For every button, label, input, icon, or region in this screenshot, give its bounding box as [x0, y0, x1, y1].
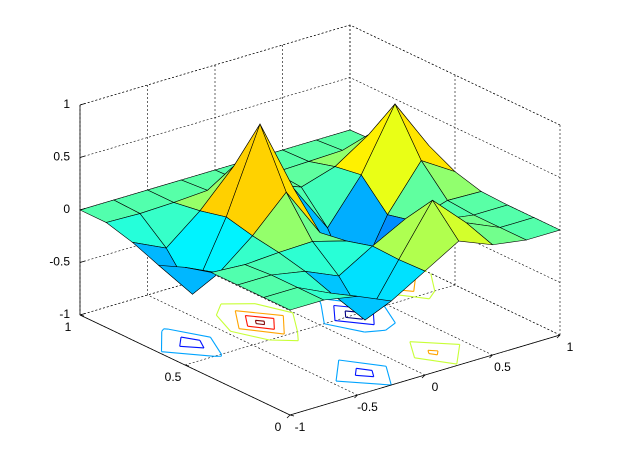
contour-line [292, 312, 299, 332]
contour-line [247, 325, 275, 330]
contour-line [244, 315, 249, 327]
contour-line [409, 341, 460, 345]
contour-line [239, 328, 285, 335]
contour-line [414, 296, 430, 300]
z-tick-label: 0.5 [53, 150, 70, 164]
grid-line [147, 294, 358, 396]
contour-line [256, 323, 265, 326]
contour-line [356, 367, 373, 371]
contour-line [296, 331, 299, 341]
contour-line [383, 305, 396, 324]
contour-line [235, 310, 284, 317]
y-tick-label: 0 [275, 420, 282, 434]
contour-line [428, 290, 436, 300]
contour-line [333, 305, 336, 321]
z-tick-label: -1 [59, 307, 70, 321]
contour-line [345, 316, 363, 320]
z-tick-label: 0 [63, 202, 70, 216]
contour-line [209, 336, 222, 355]
z-tick [79, 260, 86, 263]
contour-line [199, 340, 205, 349]
contour-line [168, 328, 211, 338]
contour-line [269, 339, 299, 342]
contour-line [255, 319, 265, 322]
x-tick [556, 334, 561, 339]
contour-line [428, 353, 438, 356]
surface-patch [262, 287, 325, 311]
z-tick [79, 155, 86, 158]
box-edge [349, 24, 561, 126]
contour-line [230, 330, 270, 341]
contour-line [179, 336, 182, 347]
z-tick-label: -0.5 [49, 255, 70, 269]
z-tick [79, 313, 86, 316]
contour-line [273, 318, 275, 330]
contour-line [414, 357, 457, 365]
z-tick-label: 1 [63, 97, 70, 111]
contour-line [427, 349, 438, 352]
contour-line [385, 366, 392, 386]
x-tick [421, 374, 426, 379]
y-tick [184, 364, 190, 367]
z-tick [79, 208, 86, 211]
contour-line [338, 359, 387, 367]
x-tick-label: 0.5 [494, 360, 511, 374]
contour-line [430, 273, 436, 292]
contour-line [354, 368, 357, 376]
contour-line [385, 322, 396, 331]
contour-line [254, 303, 293, 314]
contour-line [282, 315, 285, 335]
x-tick-label: 1 [567, 340, 574, 354]
contour-line [161, 328, 165, 332]
contour-line [320, 304, 325, 324]
contour-line [334, 320, 375, 326]
contour-line [456, 344, 461, 365]
x-tick-label: -1 [295, 420, 306, 434]
contour-line [324, 323, 365, 333]
y-tick-label: 0.5 [165, 370, 182, 384]
contour-line [215, 303, 222, 316]
x-tick [286, 414, 291, 419]
contour-line [355, 374, 374, 378]
x-tick [354, 394, 358, 399]
y-tick-label: 1 [65, 320, 72, 334]
contour-line [215, 314, 231, 332]
contour-line [371, 370, 375, 377]
contour-line [336, 380, 392, 386]
contour-line [409, 341, 416, 358]
contour-line [344, 310, 347, 318]
contour-line [364, 329, 386, 333]
grid-line [184, 284, 456, 366]
contour-line [335, 359, 340, 382]
contour-line [436, 350, 439, 355]
contour-line [234, 310, 240, 329]
contour-line [161, 351, 215, 357]
box-edge [79, 24, 351, 106]
x-tick-label: -0.5 [357, 400, 378, 414]
y-tick [289, 414, 295, 417]
contour-line [245, 314, 274, 319]
contour-line [179, 345, 205, 349]
x-tick-label: 0 [432, 380, 439, 394]
contour-line [180, 336, 200, 341]
x-tick [489, 354, 493, 359]
z-tick [79, 103, 86, 106]
